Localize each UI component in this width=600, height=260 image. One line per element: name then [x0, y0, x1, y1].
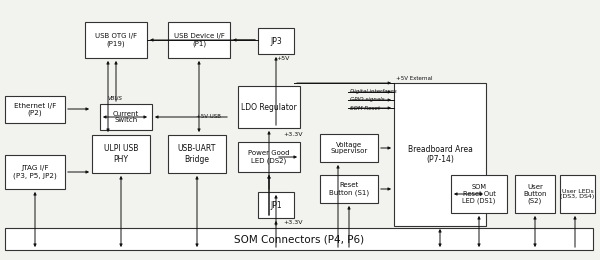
- Text: +5V: +5V: [276, 55, 289, 61]
- Bar: [320, 134, 378, 162]
- Text: SOM
Reset Out
LED (DS1): SOM Reset Out LED (DS1): [463, 184, 496, 204]
- Text: +5V USB: +5V USB: [196, 114, 221, 119]
- Text: USB-UART
Bridge: USB-UART Bridge: [178, 144, 216, 164]
- Bar: [320, 175, 378, 203]
- Text: +3.3V: +3.3V: [283, 220, 302, 225]
- Text: JP3: JP3: [270, 36, 282, 46]
- Text: Digital interfaces: Digital interfaces: [350, 89, 397, 94]
- Bar: [238, 142, 300, 172]
- Text: GPIO signals: GPIO signals: [350, 98, 385, 102]
- Bar: [5, 155, 65, 189]
- Bar: [238, 86, 300, 128]
- Text: ULPI USB
PHY: ULPI USB PHY: [104, 144, 138, 164]
- Bar: [85, 22, 147, 58]
- Bar: [100, 104, 152, 130]
- Bar: [168, 135, 226, 173]
- Bar: [258, 28, 294, 54]
- Bar: [258, 192, 294, 218]
- Text: USB Device I/F
(P1): USB Device I/F (P1): [173, 33, 224, 47]
- Text: Power Good
LED (DS2): Power Good LED (DS2): [248, 150, 290, 164]
- Text: +3.3V: +3.3V: [283, 132, 302, 136]
- Bar: [168, 22, 230, 58]
- Text: Current
Switch: Current Switch: [113, 110, 139, 124]
- Bar: [560, 175, 595, 213]
- Bar: [92, 135, 150, 173]
- Text: User
Button
(S2): User Button (S2): [523, 184, 547, 204]
- Text: JP1: JP1: [270, 200, 282, 210]
- Text: Ethernet I/F
(P2): Ethernet I/F (P2): [14, 103, 56, 116]
- Text: VBUS: VBUS: [108, 95, 123, 101]
- Text: LDO Regulator: LDO Regulator: [241, 102, 297, 112]
- Bar: [5, 96, 65, 123]
- Text: Voltage
Supervisor: Voltage Supervisor: [331, 141, 368, 154]
- Bar: [5, 228, 593, 250]
- Text: Breadboard Area
(P7-14): Breadboard Area (P7-14): [407, 145, 472, 164]
- Text: USB OTG I/F
(P19): USB OTG I/F (P19): [95, 33, 137, 47]
- Bar: [394, 83, 486, 226]
- Text: SOM Connectors (P4, P6): SOM Connectors (P4, P6): [234, 234, 364, 244]
- Text: JTAG I/F
(P3, P5, JP2): JTAG I/F (P3, P5, JP2): [13, 165, 57, 179]
- Bar: [451, 175, 507, 213]
- Text: SOM Reset: SOM Reset: [350, 106, 380, 110]
- Bar: [515, 175, 555, 213]
- Text: User LEDs
(DS3, DS4): User LEDs (DS3, DS4): [560, 188, 595, 199]
- Text: +5V External: +5V External: [396, 75, 433, 81]
- Text: Reset
Button (S1): Reset Button (S1): [329, 182, 369, 196]
